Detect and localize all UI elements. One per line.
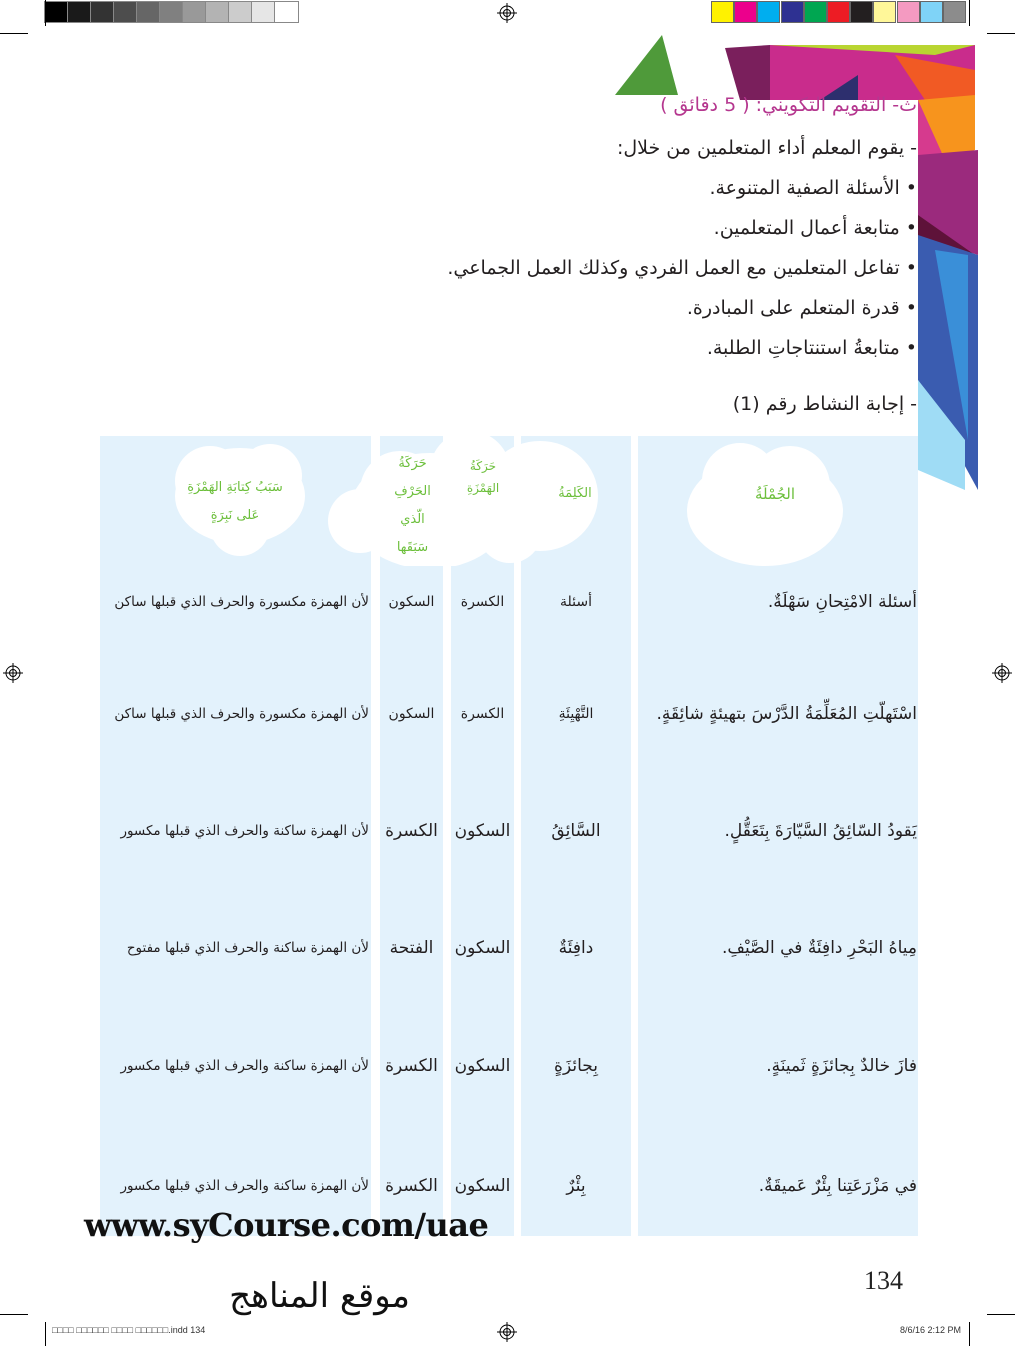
sentence-cell: مِياهُ البَحْرِ دافِئَةٌ في الصَّيْفِ. (721, 938, 917, 958)
color-swatch (780, 1, 804, 23)
registration-mark-icon (497, 1322, 517, 1342)
color-swatch (873, 1, 897, 23)
sentence-cell: فازَ خالدٌ بِجائزَةٍ ثَمينَةٍ. (766, 1056, 917, 1076)
crop-mark (969, 0, 970, 26)
color-swatch (896, 1, 920, 23)
decorative-shapes (615, 35, 978, 490)
column-word (521, 436, 631, 1236)
column-hamza-vowel (451, 436, 514, 1236)
reason-cell: لأن الهمزة ساكنة والحرف الذي قبلها مفتوح (126, 940, 369, 956)
gray-swatch (228, 1, 253, 23)
crop-mark (987, 1314, 1015, 1315)
header-hamza-vowel: حَرَكَةُ الهَمْزَةِ (466, 459, 500, 495)
hamza-vowel-cell: السكون (454, 821, 511, 841)
crop-mark (969, 1322, 970, 1346)
header-reason: سَبَبُ كِتابَةِ الهَمْزَةِ عَلى نَبِرَةٍ (187, 480, 283, 523)
gray-swatch (182, 1, 207, 23)
section-heading: ث- التقويم التكويني: ( 5 دقائق ) (660, 94, 917, 116)
registration-mark-icon (992, 663, 1012, 683)
crop-mark (45, 1322, 46, 1346)
sentence-cell: يَقودُ السّائِقُ السَّيّارَةَ بِتَعَقُّل… (724, 821, 918, 841)
bullet-item: • قدرة المتعلم على المبادرة. (686, 297, 917, 319)
reason-cell: لأن الهمزة مكسورة والحرف الذي قبلها ساكن (114, 706, 369, 722)
hamza-vowel-cell: الكسرة (460, 594, 505, 610)
sentence-cell: في مَزْرَعَتِنا بِئْرٌ عَميقَةٌ. (758, 1176, 917, 1196)
prev-letter-vowel-cell: السكون (388, 706, 435, 722)
word-cell: التَّهْيِئَةِ (558, 706, 594, 722)
bullet-item: • متابعةُ استنتاجاتِ الطلبة. (706, 337, 917, 359)
reason-cell: لأن الهمزة مكسورة والحرف الذي قبلها ساكن (114, 594, 369, 610)
activity-label: - إجابة النشاط رقم (1) (732, 393, 917, 415)
color-swatch (919, 1, 943, 23)
crop-mark (0, 1314, 28, 1315)
color-swatch (827, 1, 850, 23)
intro-text: - يقوم المعلم أداء المتعلمين من خلال: (616, 137, 917, 159)
gray-swatch (274, 1, 299, 23)
slug-date: 8/6/16 2:12 PM (900, 1325, 962, 1335)
gray-swatch (251, 1, 276, 23)
prev-letter-vowel-cell: السكون (388, 594, 435, 610)
gray-swatch (44, 1, 69, 23)
color-swatch (734, 1, 758, 23)
color-swatch (803, 1, 827, 23)
column-prev-letter-vowel (380, 436, 443, 1236)
color-swatch (850, 1, 874, 23)
hamza-vowel-cell: السكون (454, 1056, 511, 1076)
header-clouds (175, 436, 843, 566)
hamza-vowel-cell: الكسرة (460, 706, 505, 722)
gray-swatch (113, 1, 138, 23)
registration-mark-icon (497, 3, 517, 23)
slug-filename: □□□□ □□□□□□ □□□□ □□□□□□.indd 134 (52, 1325, 206, 1335)
crop-mark (45, 0, 46, 26)
page-number: 134 (864, 1266, 903, 1295)
word-cell: السَّائِقُ (551, 821, 601, 841)
sentence-cell: أسئلة الامْتِحانِ سَهْلَةٌ. (767, 592, 917, 612)
bullet-item: • متابعة أعمال المتعلمين. (713, 217, 917, 239)
color-swatch (943, 1, 966, 23)
color-swatch (757, 1, 781, 23)
column-reason (100, 436, 371, 1236)
gray-swatch (159, 1, 184, 23)
word-cell: بِئْرٌ (566, 1176, 586, 1196)
hamza-vowel-cell: السكون (454, 1176, 511, 1196)
word-cell: بِجائزَةٍ (554, 1056, 598, 1076)
prev-letter-vowel-cell: الفتحة (389, 938, 434, 958)
word-cell: دافِئَةٌ (558, 938, 594, 958)
header-word: الكَلِمَةُ (558, 486, 592, 501)
prev-letter-vowel-cell: الكسرة (385, 1176, 438, 1196)
registration-mark-icon (3, 663, 23, 683)
gray-swatch (90, 1, 115, 23)
bullet-item: • تفاعل المتعلمين مع العمل الفردي وكذلك … (447, 257, 917, 279)
reason-cell: لأن الهمزة ساكنة والحرف الذي قبلها مكسور (120, 1058, 369, 1074)
gray-swatch (205, 1, 230, 23)
color-swatch (711, 1, 734, 23)
prev-letter-vowel-cell: الكسرة (385, 1056, 438, 1076)
gray-swatch (67, 1, 92, 23)
prev-letter-vowel-cell: الكسرة (385, 821, 438, 841)
hamza-vowel-cell: السكون (454, 938, 511, 958)
column-sentence (638, 436, 918, 1236)
crop-mark (987, 33, 1015, 34)
watermark-arabic: موقع المناهج (229, 1276, 410, 1316)
reason-cell: لأن الهمزة ساكنة والحرف الذي قبلها مكسور (120, 823, 369, 839)
gray-swatch (136, 1, 161, 23)
bullet-item: • الأسئلة الصفية المتنوعة. (709, 177, 917, 199)
header-prev-letter-vowel: حَرَكَةُ الحَرْفِ الّذي سَبَقَها (394, 456, 431, 555)
word-cell: أسئلة (560, 594, 592, 610)
sentence-cell: اسْتَهلّتِ المُعَلِّمَةُ الدَّرْسَ بتهيئ… (656, 704, 917, 724)
header-sentence: الجُمْلَةُ (754, 485, 796, 503)
watermark-url: www.syCourse.com/uae (84, 1206, 489, 1244)
reason-cell: لأن الهمزة ساكنة والحرف الذي قبلها مكسور (120, 1178, 369, 1194)
crop-mark (0, 33, 28, 34)
